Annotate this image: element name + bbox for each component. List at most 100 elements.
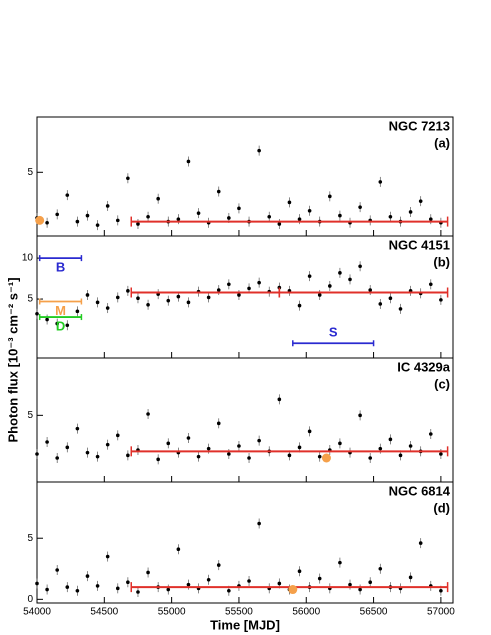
y-tick-label: 0 bbox=[27, 594, 33, 605]
data-point bbox=[115, 295, 120, 300]
y-tick-label: 10 bbox=[22, 253, 34, 264]
x-tick-label: 54000 bbox=[23, 607, 51, 618]
data-point bbox=[35, 452, 39, 456]
data-point bbox=[45, 220, 49, 225]
x-tick-label: 57000 bbox=[427, 607, 455, 618]
panel-title: NGC 6814 bbox=[389, 483, 451, 498]
data-point bbox=[338, 560, 342, 565]
data-point bbox=[55, 456, 59, 460]
data-point bbox=[55, 568, 59, 572]
data-point bbox=[348, 582, 352, 587]
data-point bbox=[65, 323, 70, 328]
plot-frame bbox=[36, 481, 454, 604]
data-point bbox=[196, 211, 201, 215]
interval-label: S bbox=[329, 325, 338, 340]
data-point bbox=[45, 440, 49, 444]
data-point bbox=[257, 148, 261, 153]
data-point bbox=[156, 196, 160, 201]
data-point bbox=[95, 223, 100, 227]
data-point bbox=[297, 217, 302, 221]
x-tick-label: 56000 bbox=[292, 607, 320, 618]
data-point bbox=[277, 222, 282, 226]
data-point bbox=[439, 588, 443, 593]
data-point bbox=[348, 277, 352, 282]
data-point bbox=[237, 444, 241, 448]
data-point bbox=[166, 298, 171, 303]
panel-label: (b) bbox=[433, 254, 450, 269]
data-point bbox=[115, 586, 120, 591]
data-point bbox=[358, 205, 362, 209]
data-point bbox=[166, 441, 171, 446]
data-point bbox=[75, 426, 80, 431]
data-point bbox=[186, 582, 191, 587]
data-point bbox=[317, 576, 322, 581]
data-point bbox=[95, 584, 100, 588]
data-point bbox=[388, 296, 393, 301]
data-point bbox=[35, 581, 39, 586]
panel-title: IC 4329a bbox=[397, 359, 451, 374]
data-point bbox=[35, 311, 39, 316]
data-point bbox=[267, 214, 272, 219]
x-axis-label: Time [MJD] bbox=[210, 617, 280, 632]
data-point bbox=[75, 309, 80, 314]
data-point bbox=[206, 446, 211, 451]
data-point bbox=[277, 397, 282, 402]
data-point bbox=[45, 317, 49, 322]
data-point bbox=[358, 413, 362, 418]
data-point bbox=[398, 307, 403, 311]
data-point bbox=[338, 441, 342, 446]
data-point bbox=[186, 300, 191, 305]
data-point bbox=[408, 575, 413, 580]
data-point bbox=[146, 302, 150, 307]
data-point bbox=[368, 580, 373, 585]
data-point bbox=[45, 587, 49, 592]
x-tick-label: 55500 bbox=[225, 607, 253, 618]
data-point bbox=[257, 521, 261, 526]
data-point bbox=[368, 288, 373, 292]
data-point bbox=[378, 566, 383, 571]
data-point bbox=[227, 588, 231, 593]
interval-label: M bbox=[55, 303, 66, 318]
data-point bbox=[287, 453, 292, 458]
x-tick-label: 56500 bbox=[360, 607, 388, 618]
data-point bbox=[105, 204, 110, 208]
data-point bbox=[338, 213, 342, 218]
x-tick-label: 54500 bbox=[90, 607, 118, 618]
data-point bbox=[126, 580, 130, 585]
data-point bbox=[105, 306, 110, 310]
data-point bbox=[247, 286, 251, 291]
data-point bbox=[398, 453, 403, 458]
panel-label: (c) bbox=[434, 376, 450, 391]
data-point bbox=[176, 547, 181, 552]
data-point bbox=[216, 288, 221, 292]
data-point bbox=[439, 298, 443, 302]
data-point bbox=[408, 444, 413, 448]
data-point bbox=[55, 321, 59, 326]
data-point bbox=[388, 214, 393, 219]
data-point bbox=[257, 438, 261, 443]
data-point bbox=[136, 590, 140, 594]
data-point bbox=[206, 295, 211, 300]
data-point bbox=[428, 282, 433, 287]
data-point bbox=[105, 442, 110, 447]
interval-label: D bbox=[56, 318, 65, 333]
data-point bbox=[146, 570, 150, 575]
data-point bbox=[85, 213, 90, 218]
data-point bbox=[418, 541, 423, 545]
plot-frame bbox=[36, 357, 454, 483]
data-point bbox=[307, 274, 312, 278]
data-point bbox=[55, 212, 59, 217]
data-point bbox=[75, 219, 80, 224]
data-point bbox=[247, 579, 251, 583]
data-point bbox=[146, 214, 150, 219]
data-point bbox=[378, 446, 383, 451]
data-point bbox=[227, 282, 231, 287]
data-point bbox=[75, 588, 80, 593]
data-point bbox=[317, 454, 322, 459]
data-point bbox=[287, 200, 292, 205]
data-point bbox=[257, 280, 261, 285]
data-point bbox=[328, 284, 332, 288]
data-point bbox=[166, 587, 171, 592]
data-point bbox=[277, 581, 282, 586]
